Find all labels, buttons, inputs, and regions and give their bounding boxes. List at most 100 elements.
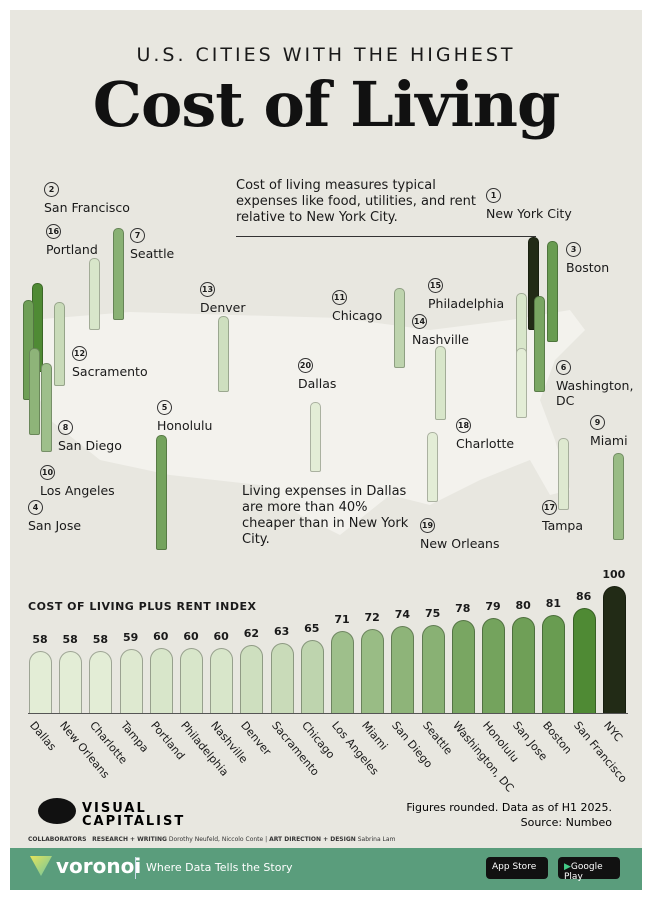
research-names: Dorothy Neufeld, Niccolo Conte	[168, 836, 264, 843]
map-cylinder-los-angeles	[41, 363, 52, 452]
data-label: 74	[394, 608, 411, 622]
app-store-button[interactable]: App Store	[486, 857, 548, 879]
data-label: 78	[455, 602, 471, 615]
rank-badge: 10	[40, 465, 55, 480]
bar	[361, 629, 385, 713]
bar	[149, 647, 173, 713]
bar	[542, 615, 566, 713]
research-label: RESEARCH + WRITING	[92, 836, 167, 843]
rank-badge: 3	[566, 242, 581, 257]
design-names: Sabrina Lam	[357, 836, 396, 843]
category-label: Miami	[359, 719, 391, 753]
google-play-label: Google Play	[564, 862, 603, 882]
city-name: Boston	[566, 260, 610, 275]
city-name: Sacramento	[72, 364, 148, 379]
map-cylinder-dallas	[310, 402, 321, 472]
baseline	[28, 713, 628, 714]
bar	[391, 626, 415, 713]
city-name: Chicago	[332, 308, 383, 323]
map-cylinder-portland	[89, 258, 100, 330]
credits: COLLABORATORS RESEARCH + WRITING Dorothy…	[28, 836, 396, 843]
source-block: Figures rounded. Data as of H1 2025. Sou…	[406, 800, 612, 830]
map-label: 12 Sacramento	[72, 346, 148, 379]
map-label: 19 New Orleans	[420, 518, 499, 551]
map-label: 11 Chicago	[332, 290, 382, 323]
data-label: 71	[334, 612, 350, 626]
data-label: 60	[213, 629, 229, 643]
city-name: Dallas	[298, 376, 337, 391]
google-play-button[interactable]: ▶Google Play	[558, 857, 620, 882]
bar	[482, 618, 505, 713]
map-label: 17 Tampa	[542, 500, 583, 533]
city-name: Miami	[590, 433, 628, 448]
category-label: San Francisco	[570, 719, 630, 786]
rank-badge: 13	[200, 282, 215, 297]
bar	[29, 651, 52, 713]
map-cylinder-new-orleans	[427, 432, 438, 502]
data-label: 72	[364, 611, 380, 625]
bar	[240, 644, 264, 713]
city-name: Seattle	[130, 246, 175, 261]
rank-badge: 15	[428, 278, 443, 293]
map-cylinder-nashville	[435, 346, 446, 420]
definition-note: Cost of living measures typical expenses…	[236, 178, 476, 225]
rank-badge: 16	[46, 224, 61, 239]
data-label: 79	[485, 600, 501, 614]
data-label: 80	[515, 598, 531, 612]
map-label: 16 Portland	[46, 224, 98, 257]
app-store-label: App Store	[492, 862, 537, 872]
map-cylinder-denver	[218, 316, 229, 392]
rank-badge: 8	[58, 420, 73, 435]
data-label: 81	[545, 597, 562, 611]
rank-badge: 9	[590, 415, 605, 430]
bar	[210, 647, 234, 713]
voronoi-logo[interactable]: voronoi	[56, 854, 142, 878]
visual-capitalist-logo: VISUAL CAPITALIST	[82, 801, 186, 829]
data-label: 62	[243, 626, 260, 640]
rank-badge: 18	[456, 418, 471, 433]
page-title: Cost of Living	[92, 68, 561, 141]
bar	[89, 651, 113, 713]
bar-chart-title: COST OF LIVING PLUS RENT INDEX	[28, 600, 257, 613]
city-name: New York City	[486, 206, 572, 221]
map-cylinder-boston	[547, 241, 558, 342]
note-divider	[236, 236, 536, 237]
data-label: 60	[183, 629, 199, 643]
map-cylinder-chicago	[394, 288, 405, 368]
category-label: NYC	[600, 719, 625, 745]
map-label: 18 Charlotte	[456, 418, 514, 451]
map-cylinder-seattle	[113, 228, 124, 320]
dallas-note: Living expenses in Dallas are more than …	[242, 484, 409, 547]
subtitle: U.S. CITIES WITH THE HIGHEST	[136, 44, 516, 66]
data-label: 58	[92, 633, 109, 646]
data-label: 65	[304, 622, 320, 636]
bar	[331, 630, 354, 713]
map-cylinder-charlotte	[516, 348, 527, 418]
map-cylinder-new-york-city	[528, 237, 539, 330]
map-label: 5 Honolulu	[157, 400, 212, 433]
map-label: 10 Los Angeles	[40, 465, 115, 498]
rank-badge: 2	[44, 182, 59, 197]
map-label: 2 San Francisco	[44, 182, 130, 215]
bar	[421, 624, 445, 713]
city-name: Honolulu	[157, 418, 213, 433]
voronoi-icon	[30, 856, 52, 876]
city-name: San Jose	[28, 518, 82, 533]
design-label: ART DIRECTION + DESIGN	[269, 836, 356, 843]
map-label: 6 Washington, DC	[556, 360, 636, 408]
rank-badge: 6	[556, 360, 571, 375]
data-label: 63	[273, 625, 290, 639]
map-cylinder-tampa	[558, 438, 569, 510]
bar	[180, 647, 203, 713]
map-cylinder-miami	[613, 453, 624, 540]
city-name: Washington, DC	[556, 378, 634, 408]
source: Source: Numbeo	[520, 816, 612, 829]
bar	[451, 620, 475, 713]
map-cylinder-san-diego	[29, 348, 40, 435]
bar	[512, 616, 536, 713]
data-label: 100	[602, 567, 626, 581]
infographic: U.S. CITIES WITH THE HIGHEST Cost of Liv…	[10, 10, 642, 890]
rank-badge: 4	[28, 500, 43, 515]
play-icon: ▶	[564, 862, 571, 872]
map-label: 1 New York City	[486, 188, 572, 221]
